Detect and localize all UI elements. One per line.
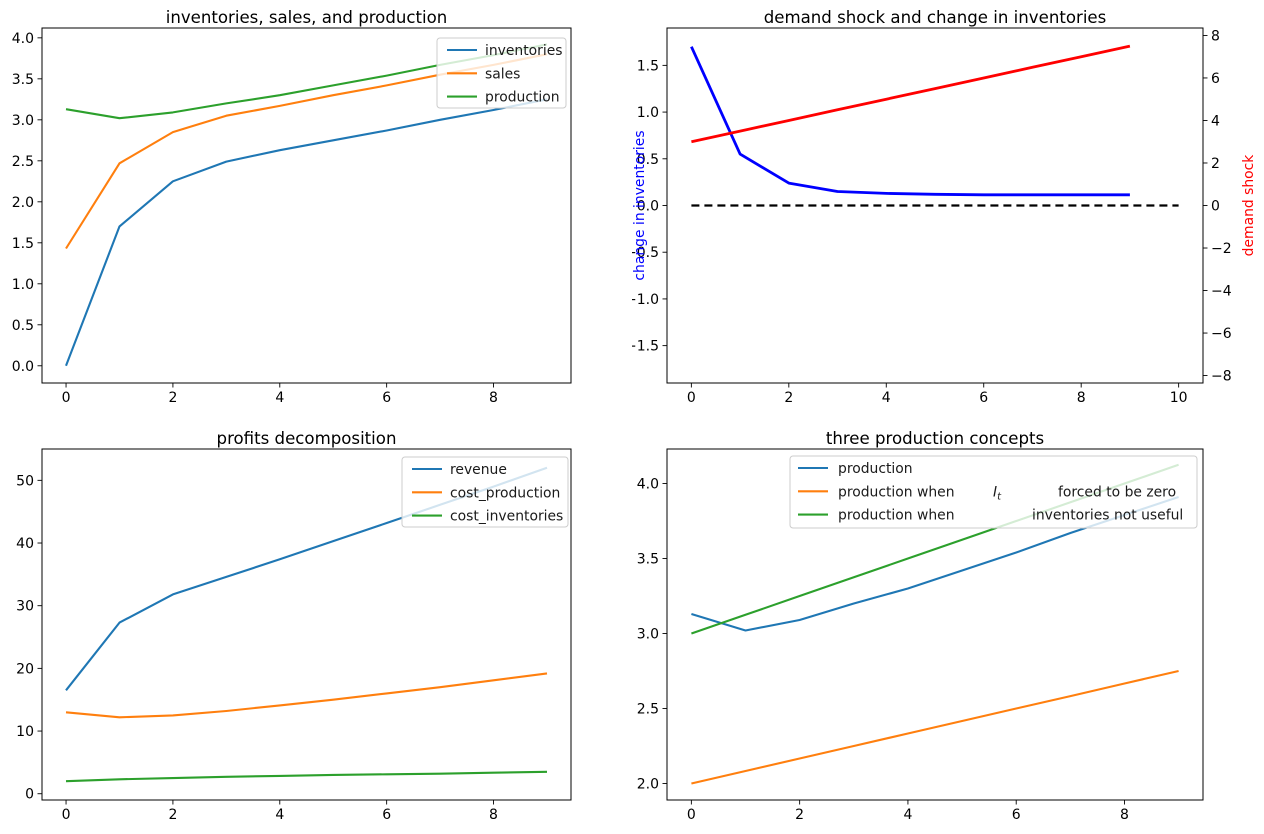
y-tick-label: 3.0 — [12, 113, 34, 129]
legend-box — [436, 37, 567, 109]
x-tick-label: 4 — [903, 807, 912, 823]
y-tick-label: 0 — [25, 787, 34, 803]
legend: production production when It forced to be … — [789, 455, 1198, 529]
chart-title: three production concepts — [826, 429, 1044, 448]
legend: revenue cost_production cost_inventories — [401, 456, 569, 528]
x-tick-label: 8 — [1077, 390, 1086, 406]
y-tick-label: 30 — [16, 599, 34, 615]
legend-label: inventories not useful — [1032, 508, 1183, 524]
x-tick-label: 0 — [62, 390, 71, 406]
y-tick-label: 10 — [16, 724, 34, 740]
y-tick-label: 50 — [16, 473, 34, 489]
y-tick-label: −1.0 — [632, 292, 659, 308]
subplot-three-production-concepts: 0 2 4 6 8 2.0 2.5 3.0 3.5 4.0 three production con… — [632, 417, 1264, 834]
y-tick-label: 1.0 — [12, 277, 34, 293]
y-right-tick-label: 2 — [1211, 156, 1220, 172]
y-right-tick-label: 0 — [1211, 199, 1220, 215]
y-tick-label: −1.5 — [632, 339, 659, 355]
series-change-in-inventories-line — [690, 46, 1130, 197]
axes-frame — [41, 27, 572, 384]
legend-label: cost_production — [450, 485, 560, 501]
y-right-tick-label: −6 — [1211, 326, 1232, 342]
x-tick-label: 0 — [687, 390, 696, 406]
legend-label: It — [993, 484, 1002, 502]
y-tick-label: 1.5 — [12, 236, 34, 252]
series-inventories-line — [65, 98, 548, 367]
x-tick-label: 8 — [489, 390, 498, 406]
x-tick-label: 2 — [168, 390, 177, 406]
x-tick-label: 8 — [1120, 807, 1129, 823]
y-tick-label: 3.0 — [637, 627, 659, 643]
y-tick-label: 20 — [16, 661, 34, 677]
x-tick-label: 6 — [382, 390, 391, 406]
y-tick-label: 0.0 — [637, 199, 659, 215]
legend-label: production when — [838, 484, 955, 500]
x-tick-label: 2 — [784, 390, 793, 406]
legend-box — [401, 456, 569, 528]
y-tick-label: 3.5 — [637, 552, 659, 568]
series-demand-shock-line — [691, 44, 1131, 144]
legend-label: cost_inventories — [450, 509, 563, 525]
x-tick-label: 6 — [382, 807, 391, 823]
legend-label: production — [485, 90, 560, 106]
y-tick-label: 40 — [16, 536, 34, 552]
x-tick-label: 6 — [1012, 807, 1021, 823]
y-right-tick-label: −4 — [1211, 284, 1232, 300]
series-production-when-I-t-forced-to-be-zero-line — [691, 669, 1179, 785]
subplot-demand-shock-change-in-inventories: 0 2 4 6 8 10 −1.5 −1.0 −0.5 0.0 0.5 1.0 1.5 −8 −6 −4 −2 0… — [632, 0, 1264, 417]
legend-label: revenue — [450, 462, 507, 478]
y-right-tick-label: −8 — [1211, 369, 1232, 385]
y-right-tick-label: 4 — [1211, 113, 1220, 129]
y-tick-label: 1.5 — [637, 58, 659, 74]
y-tick-label: 2.5 — [12, 154, 34, 170]
chart-title: profits decomposition — [217, 429, 397, 448]
legend-box — [789, 455, 1198, 529]
y-tick-label: 4.0 — [12, 31, 34, 47]
y-right-tick-label: 8 — [1211, 28, 1220, 44]
y-tick-label: 3.5 — [12, 72, 34, 88]
y-tick-label: 2.5 — [637, 702, 659, 718]
x-tick-label: 2 — [795, 807, 804, 823]
legend-label: production — [838, 461, 913, 477]
subplot-inventories-sales-production: 0 2 4 6 8 0.0 0.5 1.0 1.5 2.0 2.5 3.0 3.5 4.0 inventor… — [0, 0, 632, 417]
y-right-tick-label: −2 — [1211, 241, 1232, 257]
y-tick-label: 2.0 — [12, 195, 34, 211]
y-tick-label: 0.0 — [12, 359, 34, 375]
x-tick-label: 8 — [489, 807, 498, 823]
y-tick-label: 4.0 — [637, 477, 659, 493]
legend-label: sales — [485, 66, 520, 82]
x-tick-label: 10 — [1170, 390, 1188, 406]
y-tick-label: 0.5 — [637, 152, 659, 168]
y-tick-label: 2.0 — [637, 777, 659, 793]
axes-frame — [666, 448, 1204, 801]
y-tick-label: −0.5 — [632, 245, 659, 261]
chart-demand-shock-change-in-inventories: 0 2 4 6 8 10 −1.5 −1.0 −0.5 0.0 0.5 1.0 1.5 −8 −6 −4 −2 0… — [632, 8, 1257, 406]
y-tick-label: 1.0 — [637, 105, 659, 121]
y-axis-label-left: change in inventories — [632, 130, 648, 280]
legend-label: inventories — [485, 43, 563, 59]
y-tick-label: 0.5 — [12, 318, 34, 334]
legend-label: forced to be zero — [1058, 484, 1176, 500]
x-tick-label: 4 — [275, 807, 284, 823]
legend: inventories sales production — [436, 37, 567, 109]
chart-three-production-concepts: 0 2 4 6 8 2.0 2.5 3.0 3.5 4.0 three production con… — [637, 429, 1204, 823]
chart-title: inventories, sales, and production — [166, 8, 448, 27]
chart-inventories-sales-production: 0 2 4 6 8 0.0 0.5 1.0 1.5 2.0 2.5 3.0 3.5 4.0 inventor… — [12, 8, 572, 406]
legend-label: production when — [838, 508, 955, 524]
series-cost-inventories-line — [65, 770, 548, 783]
x-tick-label: 4 — [882, 390, 891, 406]
series-cost-production-line — [65, 672, 548, 719]
subplot-profits-decomposition: 0 2 4 6 8 0 10 20 30 40 50 profits decomposition rev… — [0, 417, 632, 834]
x-tick-label: 6 — [979, 390, 988, 406]
y-axis-label-right: demand shock — [1241, 155, 1257, 257]
chart-title: demand shock and change in inventories — [764, 8, 1107, 27]
x-tick-label: 0 — [62, 807, 71, 823]
x-tick-label: 0 — [687, 807, 696, 823]
x-tick-label: 4 — [275, 390, 284, 406]
axes-frame — [41, 448, 572, 801]
x-tick-label: 2 — [168, 807, 177, 823]
y-right-tick-label: 6 — [1211, 71, 1220, 87]
